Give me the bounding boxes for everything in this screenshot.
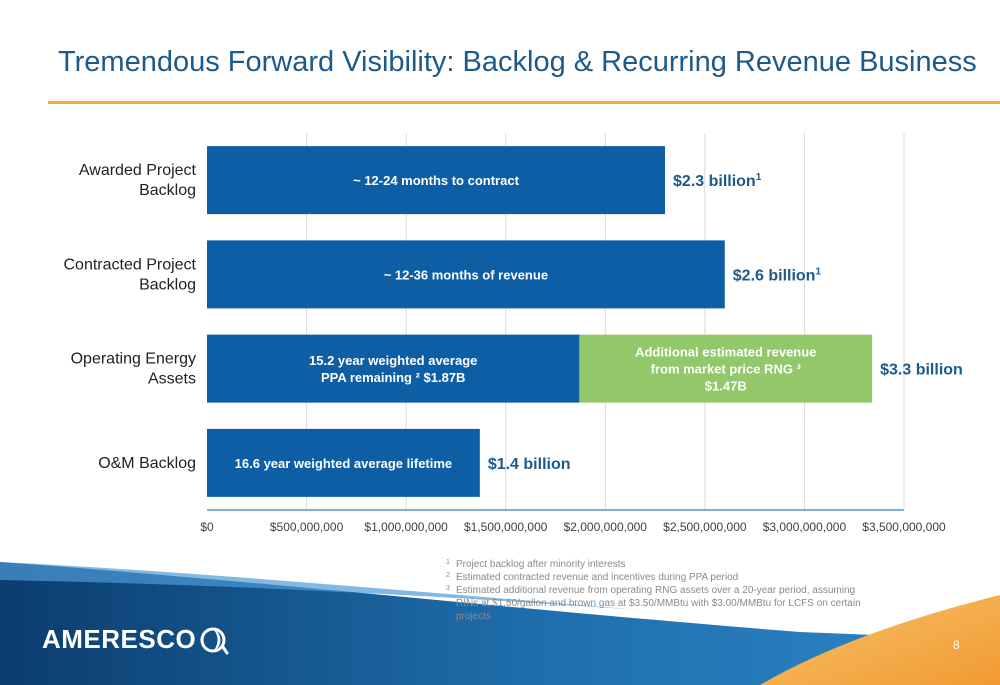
bar-segment-label: from market price RNG ³	[651, 362, 802, 377]
bar-segment	[207, 428, 480, 497]
bar-segment-label: PPA remaining ² $1.87B	[321, 370, 466, 385]
footnote-text: Estimated additional revenue from operat…	[456, 585, 861, 622]
bar-segment-label: Additional estimated revenue	[635, 345, 816, 360]
x-tick-label: $500,000,000	[270, 520, 344, 534]
category-label: Backlog	[139, 182, 196, 199]
bar-segment	[207, 240, 725, 309]
bar-segment	[207, 146, 666, 215]
footnote-number: 2	[446, 572, 450, 579]
title-underline	[48, 101, 1000, 104]
x-tick-label: $2,500,000,000	[663, 520, 747, 534]
bar-total-label: $2.6 billion1	[733, 266, 822, 284]
bar-total-label: $3.3 billion	[880, 362, 963, 379]
logo-text: AMERESCO	[42, 624, 197, 654]
bar-segment	[579, 334, 873, 403]
leaf-logo-icon	[200, 627, 229, 654]
x-tick-label: $1,000,000,000	[364, 520, 448, 534]
category-label: Operating Energy	[71, 351, 196, 368]
bar-segment	[207, 334, 580, 403]
ameresco-logo: AMERESCO	[42, 624, 229, 655]
category-label: O&M Backlog	[98, 455, 196, 472]
x-tick-label: $2,000,000,000	[564, 520, 648, 534]
category-label: Contracted Project	[63, 256, 196, 273]
bar-segment-label: ~ 12-24 months to contract	[353, 173, 519, 188]
bar-segment-label: ~ 12-36 months of revenue	[384, 267, 548, 282]
footnote-text: Estimated contracted revenue and incenti…	[456, 572, 739, 583]
bar-segment-label: 15.2 year weighted average	[309, 353, 477, 368]
footnotes: 1 Project backlog after minority interest…	[446, 558, 876, 623]
footnote: 2 Estimated contracted revenue and incent…	[446, 571, 876, 584]
footnote-text: Project backlog after minority interests	[456, 559, 626, 570]
category-label: Backlog	[139, 276, 196, 293]
x-tick-label: $0	[200, 520, 214, 534]
slide-title: Tremendous Forward Visibility: Backlog &…	[58, 46, 977, 78]
footnote-number: 1	[446, 559, 450, 566]
bar-segment-label: 16.6 year weighted average lifetime	[235, 456, 453, 471]
bar-total-label: $2.3 billion1	[673, 172, 762, 190]
x-tick-label: $3,000,000,000	[763, 520, 847, 534]
footnote: 3 Estimated additional revenue from opera…	[446, 584, 876, 623]
x-tick-label: $3,500,000,000	[862, 520, 946, 534]
category-label: Awarded Project	[79, 162, 197, 179]
bar-total-label: $1.4 billion	[488, 456, 571, 473]
page-number: 8	[953, 638, 960, 652]
backlog-bar-chart: $0 $500,000,000 $1,000,000,000 $1,500,000,0…	[63, 133, 963, 534]
footer-band	[0, 562, 1000, 685]
footnote-number: 3	[446, 585, 450, 592]
bar-segment-label: $1.47B	[705, 379, 747, 394]
x-tick-label: $1,500,000,000	[464, 520, 548, 534]
category-label: Assets	[148, 371, 196, 388]
footnote: 1 Project backlog after minority interest…	[446, 558, 876, 571]
